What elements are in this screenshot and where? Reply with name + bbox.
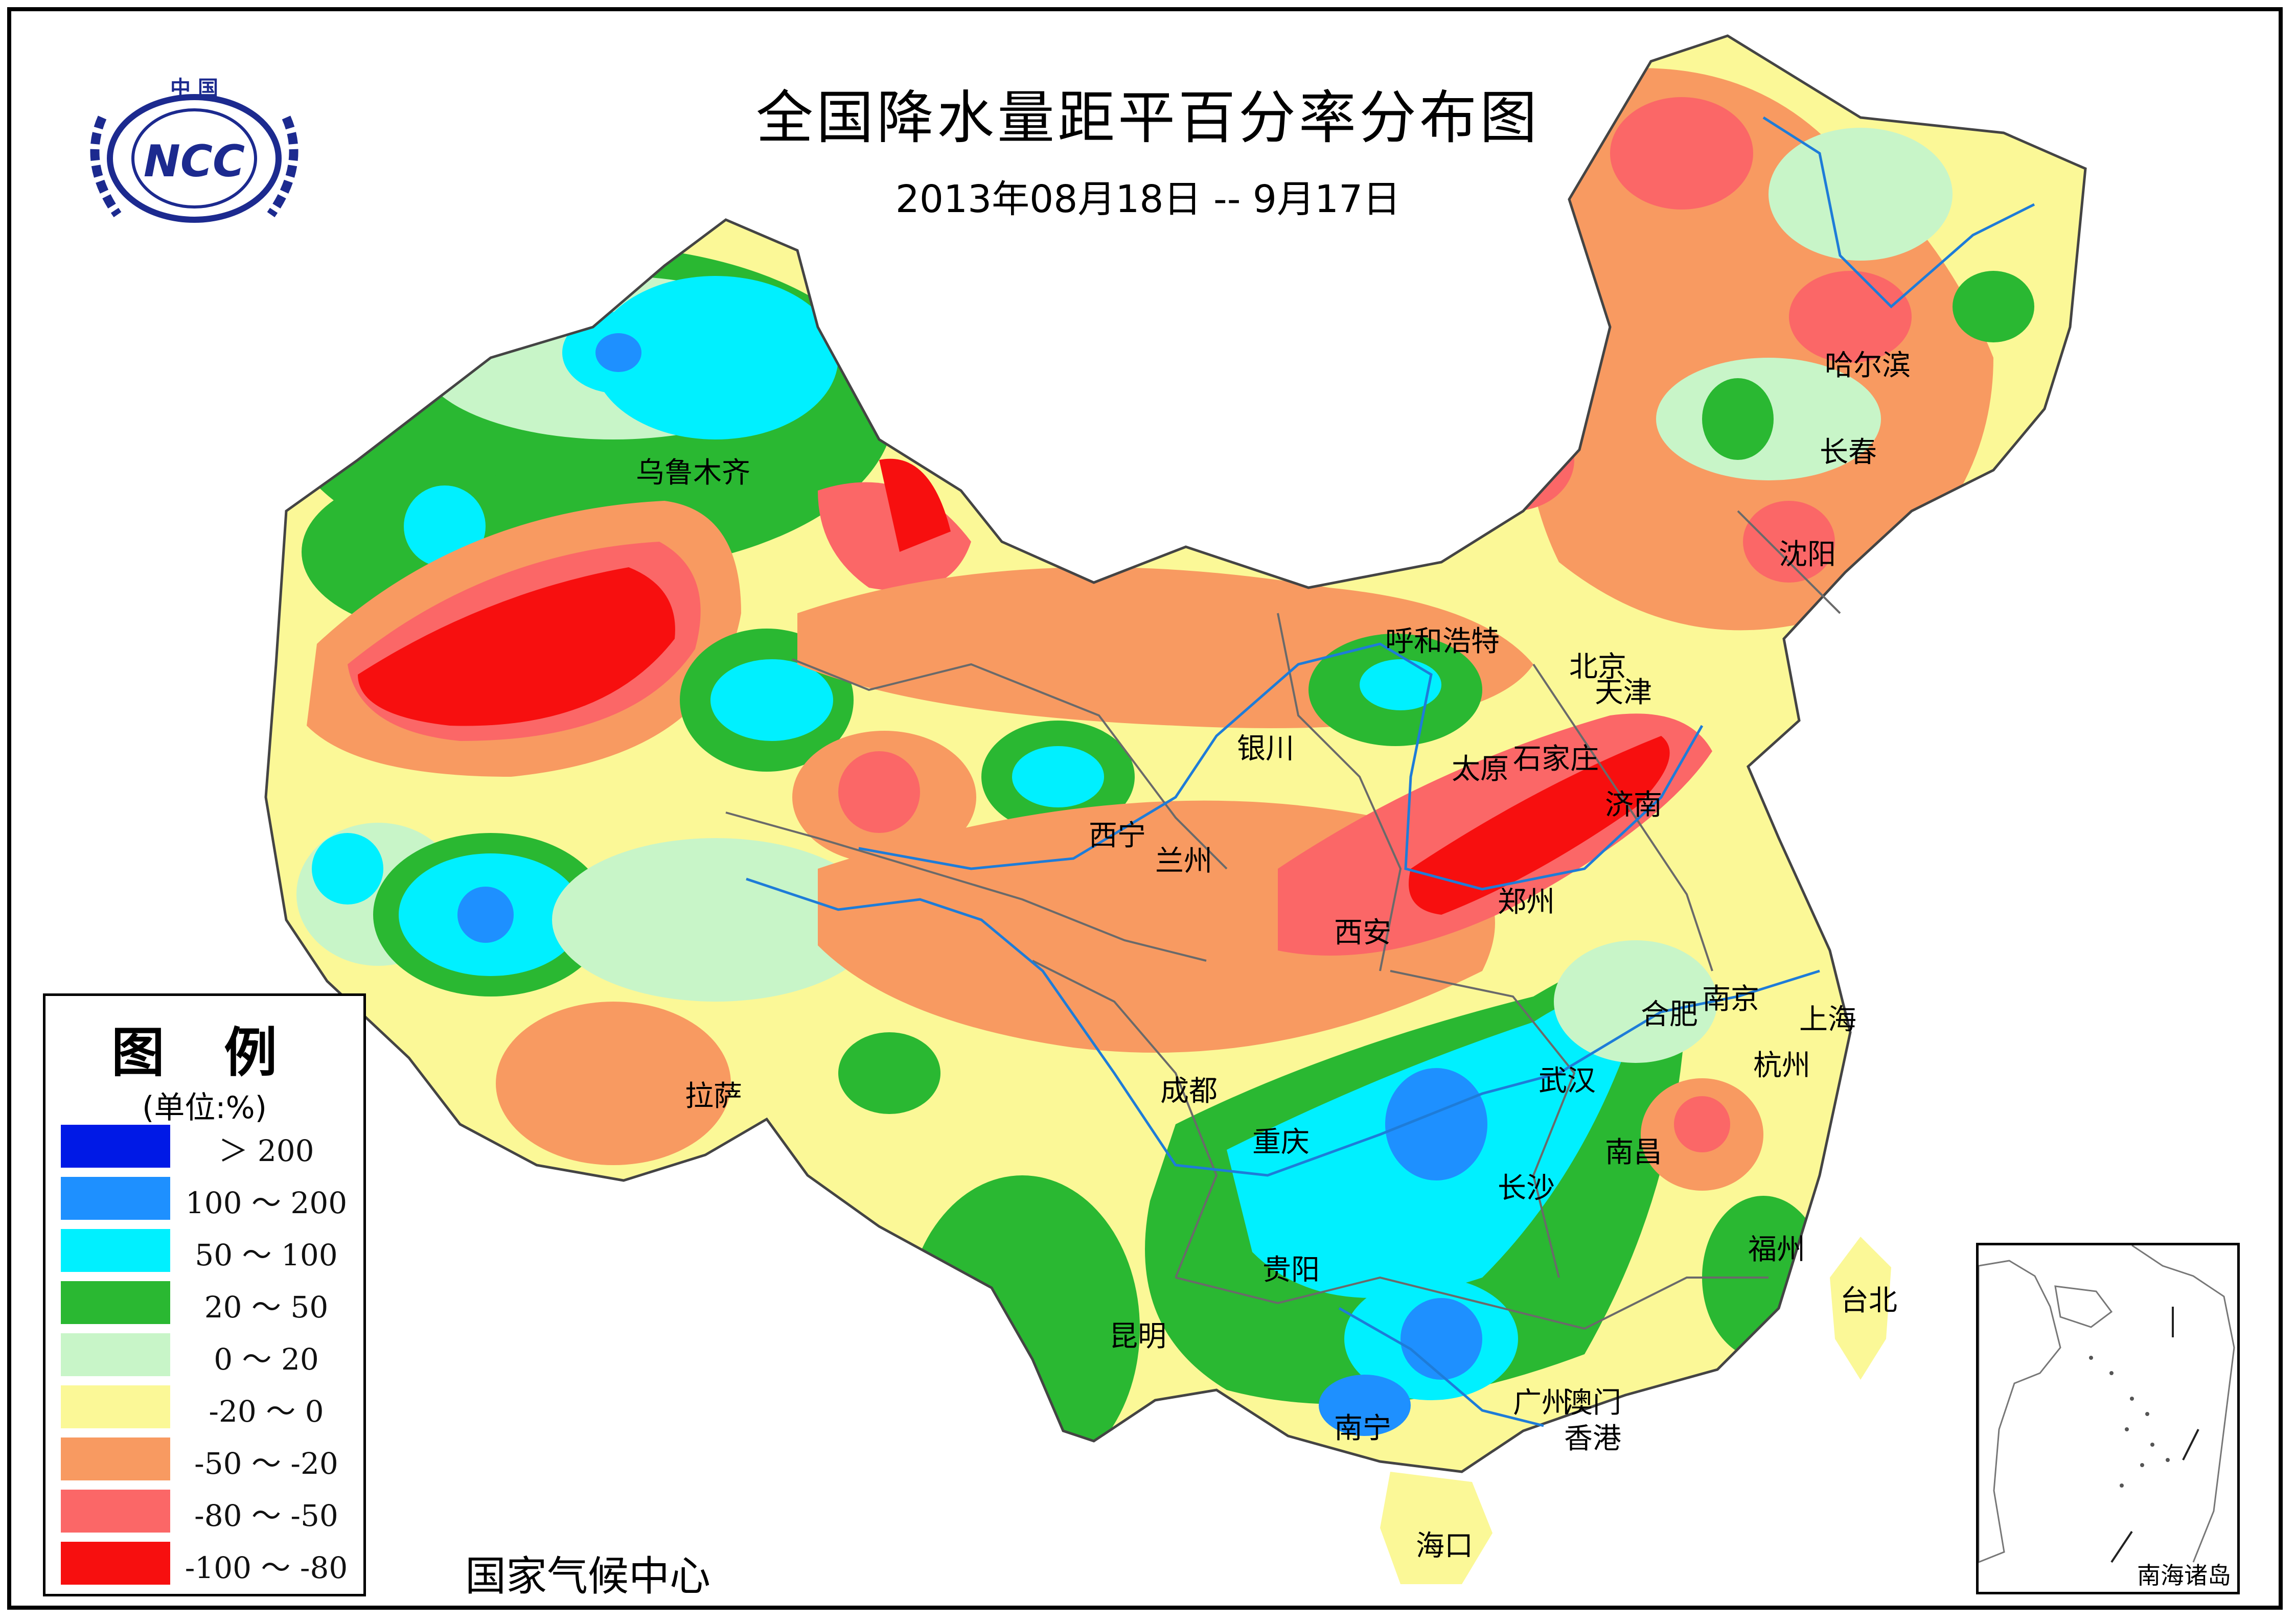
legend-item: 20 ～ 50 [61, 1281, 362, 1325]
city-label: 香港 [1564, 1422, 1621, 1455]
city-label: 上海 [1799, 1003, 1856, 1036]
city-label: 哈尔滨 [1825, 349, 1911, 382]
city-label: 长春 [1820, 436, 1877, 469]
legend-unit: (单位:%) [142, 1090, 267, 1126]
city-label: 广州 [1513, 1386, 1570, 1420]
legend-swatch [61, 1177, 170, 1220]
legend-label: 50 ～ 100 [195, 1238, 338, 1272]
city-label: 南宁 [1334, 1412, 1391, 1445]
legend-swatch [61, 1385, 170, 1428]
city-label: 长沙 [1498, 1172, 1555, 1205]
city-label: 西宁 [1089, 819, 1146, 852]
inset-label: 南海诸岛 [2137, 1562, 2231, 1589]
legend-swatch [61, 1437, 170, 1480]
city-label: 海口 [1416, 1529, 1473, 1563]
legend-label: 0 ～ 20 [214, 1342, 319, 1377]
city-label: 台北 [1840, 1284, 1897, 1317]
legend-item: -100 ～ -80 [61, 1542, 362, 1585]
legend-item: -50 ～ -20 [61, 1437, 362, 1481]
date-range: 2013年08月18日 -- 9月17日 [895, 177, 1401, 221]
legend-item: 100 ～ 200 [61, 1177, 362, 1220]
legend-label: -20 ～ 0 [209, 1394, 324, 1429]
legend-label: -80 ～ -50 [194, 1498, 338, 1533]
city-label: 乌鲁木齐 [636, 456, 750, 490]
province-borders [725, 510, 1841, 1330]
map-title: 全国降水量距平百分率分布图 [756, 85, 1540, 151]
rivers [746, 116, 2035, 1427]
city-label: 天津 [1595, 676, 1652, 709]
ncc-logo: NCC 中 国 [72, 72, 317, 240]
legend-label: 20 ～ 50 [204, 1290, 329, 1325]
legend-label: -50 ～ -20 [194, 1446, 338, 1481]
legend-swatch [61, 1333, 170, 1376]
legend-swatch [61, 1490, 170, 1533]
legend: 图 例 (单位:%) ＞ 200 100 ～ 200 50 ～ 100 20 ～… [43, 993, 366, 1596]
city-label: 昆明 [1109, 1320, 1166, 1353]
city-label: 济南 [1605, 789, 1662, 822]
city-label: 郑州 [1498, 886, 1555, 919]
city-label: 杭州 [1753, 1049, 1810, 1082]
city-label: 太原 [1452, 753, 1509, 786]
south-china-sea-inset: 南海诸岛 [1976, 1243, 2240, 1594]
legend-item: -80 ～ -50 [61, 1490, 362, 1533]
legend-swatch [61, 1542, 170, 1585]
city-label: 兰州 [1155, 845, 1212, 878]
legend-title: 图 例 [111, 1022, 298, 1084]
city-label: 澳门 [1564, 1386, 1621, 1420]
city-label: 石家庄 [1513, 743, 1599, 776]
city-label: 银川 [1237, 732, 1294, 766]
inset-map [1978, 1244, 2235, 1564]
city-label: 成都 [1160, 1075, 1218, 1108]
city-label: 南京 [1702, 983, 1759, 1016]
anomaly-contours [266, 36, 2085, 1584]
city-label: 重庆 [1252, 1126, 1310, 1159]
city-label: 西安 [1334, 916, 1391, 949]
legend-swatch [61, 1229, 170, 1272]
legend-item: -20 ～ 0 [61, 1385, 362, 1429]
city-label: 贵阳 [1262, 1254, 1320, 1287]
city-label: 呼和浩特 [1385, 625, 1500, 658]
logo-country-text: 中 国 [170, 77, 218, 100]
legend-label: -100 ～ -80 [185, 1550, 348, 1585]
city-label: 合肥 [1641, 998, 1698, 1031]
legend-item: 0 ～ 20 [61, 1333, 362, 1377]
legend-label: ＞ 200 [218, 1133, 314, 1168]
city-label: 北京 [1569, 651, 1626, 684]
legend-item: 50 ～ 100 [61, 1229, 362, 1272]
city-label: 福州 [1748, 1233, 1805, 1266]
city-label: 武汉 [1539, 1064, 1596, 1098]
city-label: 沈阳 [1779, 538, 1836, 571]
legend-label: 100 ～ 200 [185, 1186, 348, 1220]
legend-swatch [61, 1125, 170, 1168]
city-label: 南昌 [1605, 1136, 1662, 1169]
city-label: 拉萨 [685, 1080, 742, 1113]
legend-item: ＞ 200 [61, 1125, 362, 1168]
svg-text:NCC: NCC [144, 136, 245, 187]
footer-org: 国家气候中心 [465, 1552, 710, 1600]
legend-swatch [61, 1281, 170, 1324]
